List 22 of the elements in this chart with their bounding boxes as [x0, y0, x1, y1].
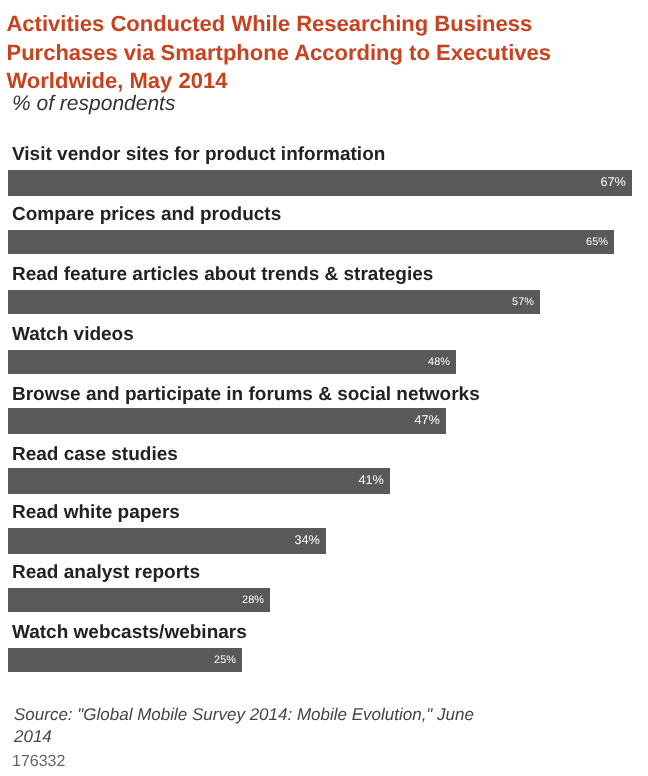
bar [8, 230, 614, 254]
y-tick-label: Browse and participate in forums & social networks [12, 384, 480, 406]
bar [8, 468, 390, 494]
text: 176332 [12, 752, 67, 770]
bar [8, 528, 326, 554]
bar [8, 648, 242, 672]
y-tick-label: Read case studies [12, 444, 178, 466]
y-tick-label: Read feature articles about trends & strategies [12, 264, 434, 286]
y-tick-label: Watch videos [12, 324, 134, 346]
chart-subtitle: % of respondents [12, 92, 177, 116]
bar [8, 588, 270, 612]
y-tick-label: Compare prices and products [12, 204, 282, 226]
y-tick-label: Watch webcasts/webinars [12, 622, 247, 644]
source-note: Source: "Global Mobile Survey 2014: Mobile Evolution," June 2014 [12, 704, 475, 747]
y-tick-label: Read analyst reports [12, 562, 200, 584]
bar [8, 350, 456, 374]
y-tick-label: Visit vendor sites for product information [12, 144, 386, 166]
bar [8, 170, 632, 196]
y-tick-label: Read white papers [12, 502, 180, 524]
chart-title: Activities Conducted While Researching Business Purchases via Smartphone According to Executives Worldwide, May 2014 [6, 13, 551, 95]
bar [8, 408, 446, 434]
bar [8, 290, 540, 314]
